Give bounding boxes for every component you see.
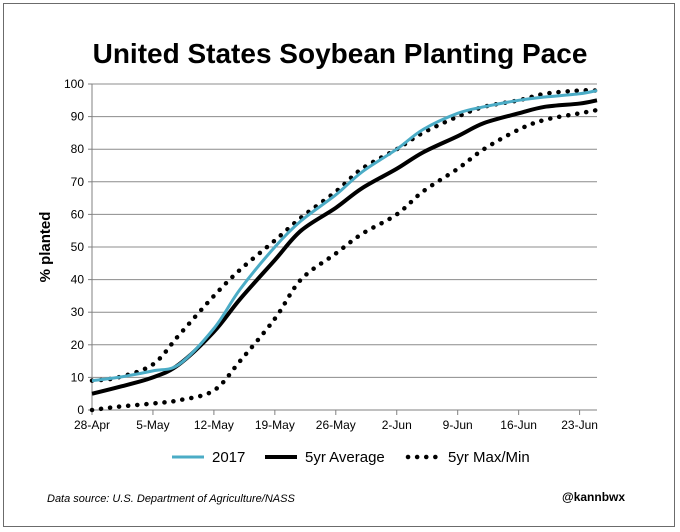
x-tick-label: 12-May [194, 418, 234, 432]
y-tick-label: 50 [71, 240, 85, 254]
y-tick-label: 70 [71, 175, 85, 189]
x-tick-label: 23-Jun [561, 418, 598, 432]
x-tick-label: 19-May [255, 418, 295, 432]
series-line-5yr-min [89, 107, 600, 413]
x-tick-label: 5-May [136, 418, 169, 432]
x-tick-label: 9-Jun [443, 418, 473, 432]
y-tick-label: 100 [64, 77, 84, 91]
chart-frame [3, 3, 675, 527]
credit-handle: @kannbwx [562, 490, 626, 504]
y-tick-label: 40 [71, 273, 85, 287]
y-tick-label: 0 [77, 403, 84, 417]
x-tick-label: 28-Apr [74, 418, 110, 432]
y-tick-label: 90 [71, 110, 85, 124]
y-axis-label: % planted [37, 212, 54, 283]
y-tick-label: 80 [71, 142, 85, 156]
y-tick-label: 30 [71, 305, 85, 319]
legend-5yr-max-min-label: 5yr Max/Min [448, 449, 530, 466]
x-tick-label: 16-Jun [500, 418, 537, 432]
y-tick-label: 60 [71, 207, 85, 221]
x-tick-label: 2-Jun [382, 418, 412, 432]
legend-5yr-average-label: 5yr Average [305, 449, 385, 466]
chart-title: United States Soybean Planting Pace [92, 38, 588, 69]
data-source-note: Data source: U.S. Department of Agricult… [47, 493, 295, 505]
y-tick-label: 10 [71, 370, 85, 384]
y-tick-label: 20 [71, 338, 85, 352]
series-line-2017 [91, 89, 598, 383]
x-tick-label: 26-May [316, 418, 356, 432]
series-line-5yr-max [89, 88, 600, 383]
legend-2017-label: 2017 [212, 449, 245, 466]
